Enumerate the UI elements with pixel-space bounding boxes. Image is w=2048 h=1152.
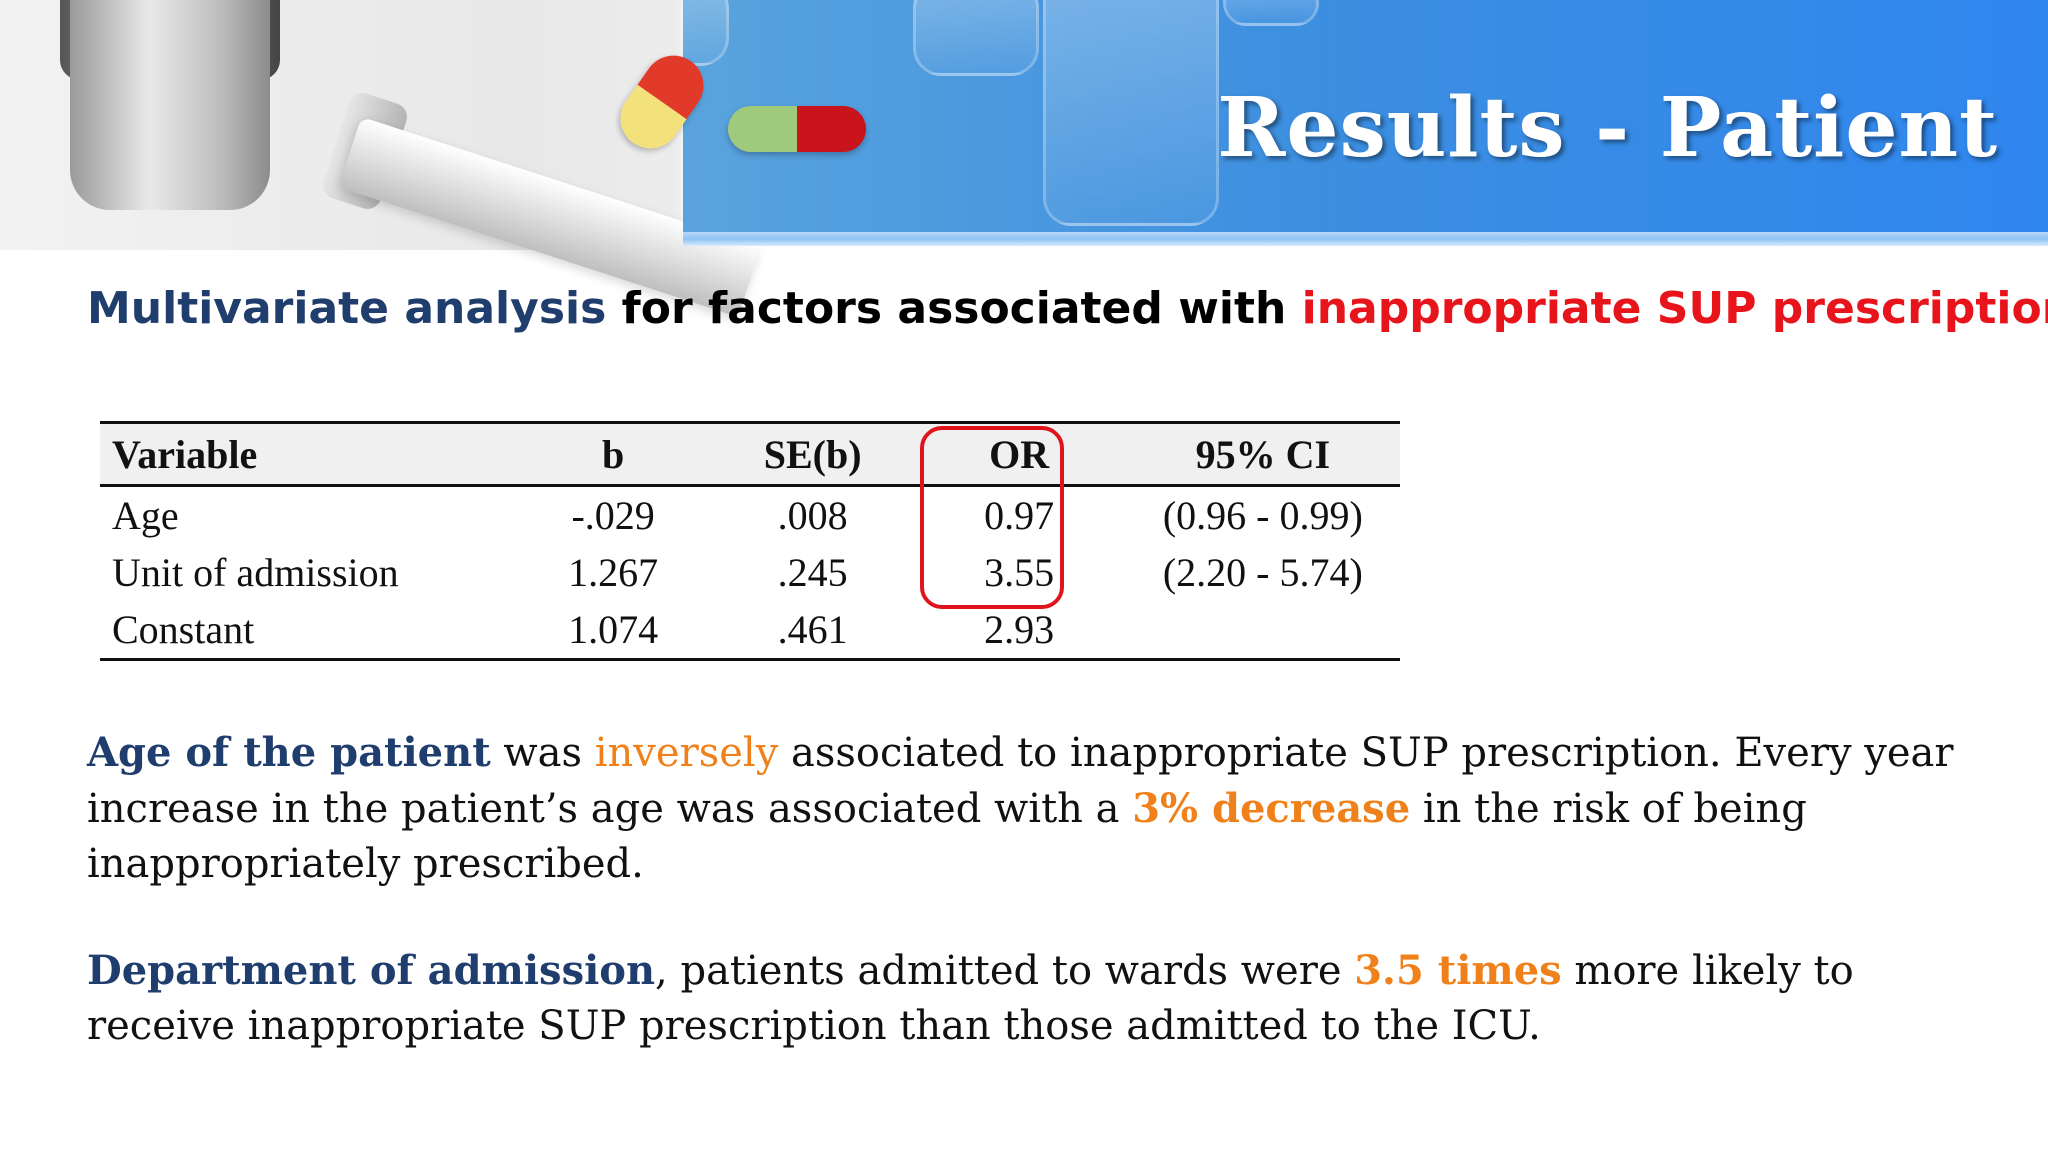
paragraph-text: associated to inappropriate SUP prescrip… xyxy=(87,730,1954,832)
cell-ci: (2.20 - 5.74) xyxy=(1162,550,1363,595)
header-blue-panel xyxy=(683,0,2048,232)
results-table-container: Variable b SE(b) OR 95% CI Age -.029 .00… xyxy=(100,421,1400,661)
cell-ci: (0.96 - 0.99) xyxy=(1162,493,1363,538)
paragraph-age-highlight-decrease: 3% decrease xyxy=(1132,785,1411,832)
cell-se: .008 xyxy=(777,493,848,538)
paragraph-text: , patients admitted to wards were xyxy=(655,948,1355,994)
paragraph-text: more likely to receive inappropriate SUP… xyxy=(87,948,1854,1049)
cell-or: 2.93 xyxy=(912,601,1126,661)
header-stripe xyxy=(683,232,2048,246)
paragraph-department: Department of admission, patients admitt… xyxy=(87,943,1967,1054)
results-table: Variable b SE(b) OR 95% CI Age -.029 .00… xyxy=(100,421,1400,661)
cell-se: .461 xyxy=(712,601,913,661)
header-or: OR xyxy=(912,421,1126,487)
cell-se: .245 xyxy=(777,550,848,595)
cell-variable: Unit of admission xyxy=(112,550,399,595)
subtitle: Multivariate analysis for factors associ… xyxy=(87,283,2048,334)
vial-ghost-image xyxy=(1223,0,1319,26)
paragraph-age-lead: Age of the patient xyxy=(87,729,491,776)
table-header-row: Variable b SE(b) OR 95% CI xyxy=(100,421,1400,487)
subtitle-highlight: inappropriate SUP prescription xyxy=(1301,283,2048,334)
cell-or: 0.97 xyxy=(984,493,1055,538)
header-b: b xyxy=(513,421,713,487)
header-variable: Variable xyxy=(100,421,514,487)
subtitle-middle: for factors associated with xyxy=(606,283,1302,334)
table-row: Age -.029 .008 0.97 (0.96 - 0.99) xyxy=(100,486,1400,545)
paragraph-age-highlight-inversely: inversely xyxy=(594,730,779,776)
header-se: SE(b) xyxy=(712,421,913,487)
cell-b: 1.267 xyxy=(568,550,659,595)
vial-image xyxy=(70,0,270,210)
vial-ghost-image xyxy=(1043,0,1219,226)
paragraph-text: in the risk of being inappropriately pre… xyxy=(87,786,1807,887)
subtitle-lead: Multivariate analysis xyxy=(87,283,607,334)
cell-ci xyxy=(1125,601,1400,661)
paragraph-department-lead: Department of admission xyxy=(87,947,656,994)
cell-variable: Age xyxy=(112,493,179,538)
header-ci: 95% CI xyxy=(1125,421,1400,487)
table-row: Constant 1.074 .461 2.93 xyxy=(100,601,1400,661)
cell-variable: Constant xyxy=(100,601,514,661)
table-row: Unit of admission 1.267 .245 3.55 (2.20 … xyxy=(100,544,1400,601)
vial-ghost-image xyxy=(913,0,1039,76)
paragraph-department-highlight: 3.5 times xyxy=(1354,947,1562,994)
slide-title: Results - Patient xyxy=(1217,80,1998,176)
vial-ghost-image xyxy=(683,0,729,66)
cell-b: 1.074 xyxy=(513,601,713,661)
capsule-image xyxy=(728,106,866,152)
paragraph-age: Age of the patient was inversely associa… xyxy=(87,725,1967,892)
paragraph-text: was xyxy=(490,730,595,776)
cell-b: -.029 xyxy=(571,493,655,538)
cell-or: 3.55 xyxy=(984,550,1055,595)
